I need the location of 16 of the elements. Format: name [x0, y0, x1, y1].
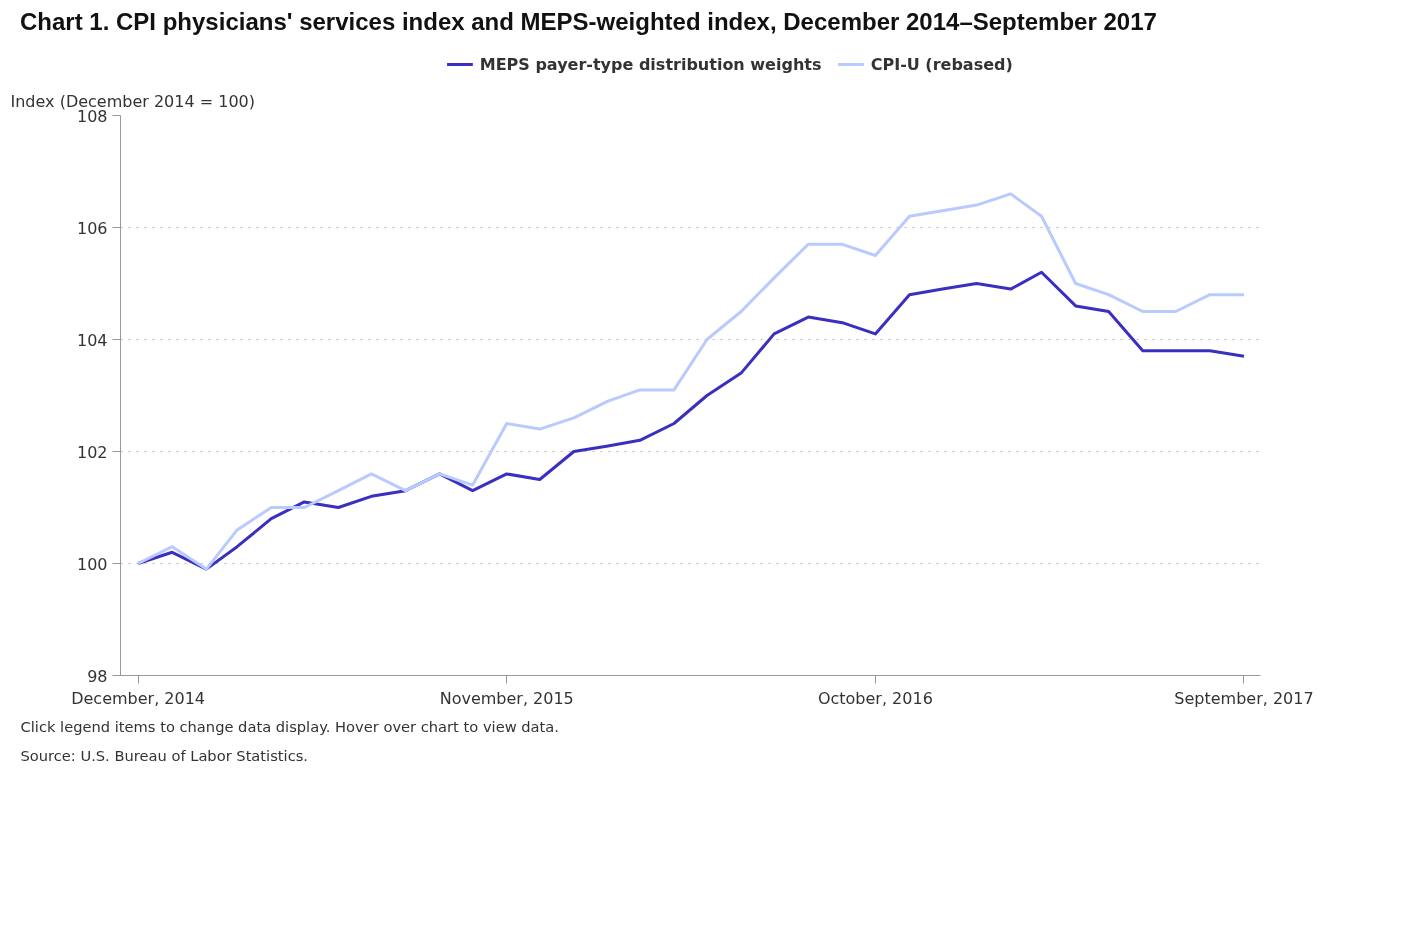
y-tick-label: 100	[76, 554, 108, 574]
y-tick-label: 102	[76, 442, 108, 462]
text: Click legend items to change data display. Hover over chart to view data.	[20, 717, 559, 735]
y-tick-label: 104	[76, 330, 108, 350]
x-tick-label: September, 2017	[1174, 688, 1314, 708]
x-tick-label: December, 2014	[71, 688, 206, 708]
y-tick-label: 106	[76, 218, 108, 238]
source-note: Source: U.S. Bureau of Labor Statistics.	[20, 746, 308, 764]
x-tick-label: November, 2015	[439, 688, 574, 708]
chart-title: Chart 1. CPI physicians' services index and MEPS-weighted index, December 2014–September 2017	[20, 8, 1157, 35]
line-series	[136, 192, 1246, 571]
x-tick-label: October, 2016	[817, 688, 933, 708]
y-tick-label: 98	[87, 666, 108, 686]
legend-label: CPI-U (rebased)	[870, 55, 1013, 75]
legend-label: MEPS payer-type distribution weights	[479, 55, 822, 75]
line-series	[136, 271, 1246, 571]
